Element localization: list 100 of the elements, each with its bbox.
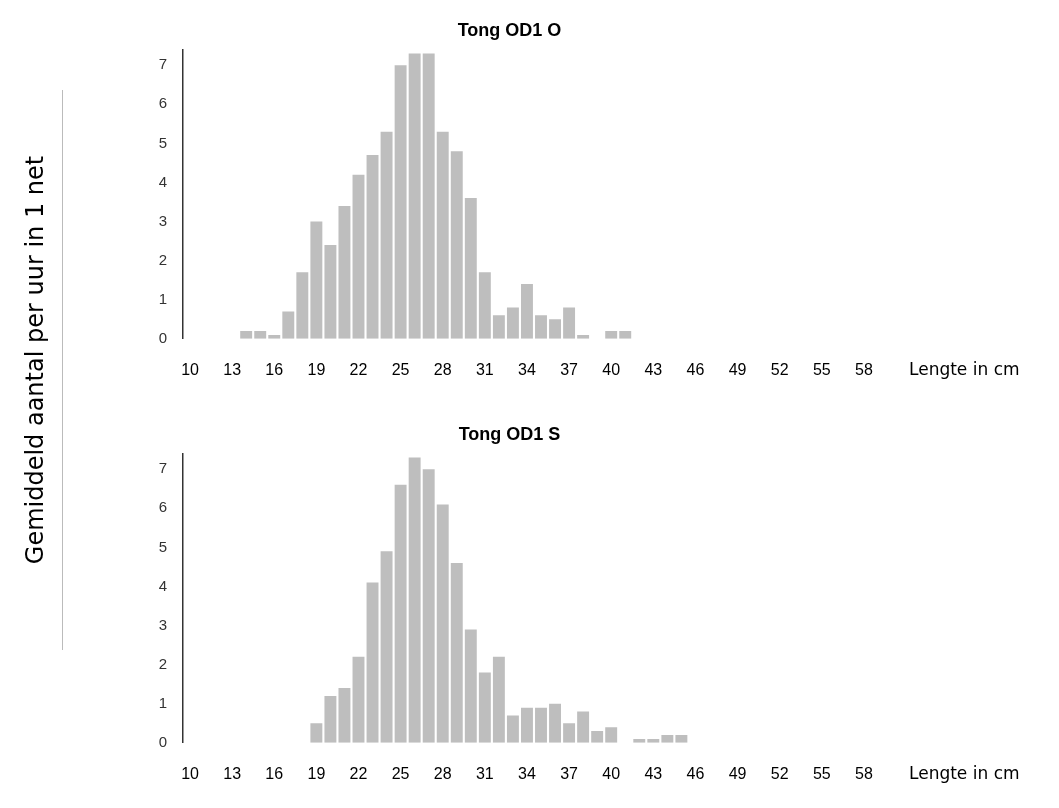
- bar: [422, 469, 435, 743]
- x-tick-label: 22: [349, 764, 368, 782]
- bar: [450, 563, 463, 743]
- y-tick-label: 5: [158, 133, 167, 151]
- y-tick-label: 0: [158, 732, 167, 750]
- x-tick-label: 25: [391, 360, 410, 378]
- y-tick-label: 2: [158, 654, 167, 672]
- x-tick-label: 49: [728, 360, 747, 378]
- x-tick-label: 37: [560, 360, 579, 378]
- bar: [296, 272, 309, 339]
- bar: [506, 307, 519, 339]
- bar: [366, 155, 379, 339]
- bar: [549, 319, 562, 339]
- y-tick-label: 4: [158, 172, 167, 190]
- x-tick-label: 10: [181, 360, 200, 378]
- bar: [535, 707, 547, 743]
- bar: [394, 65, 407, 339]
- y-tick-label: 5: [158, 537, 167, 555]
- bar: [675, 734, 688, 743]
- x-tick-label: 13: [223, 360, 242, 378]
- bar: [605, 727, 618, 743]
- bar: [520, 707, 533, 743]
- bar: [366, 582, 379, 743]
- x-tick-label: 25: [391, 764, 410, 782]
- bar: [324, 245, 337, 339]
- bar: [422, 53, 435, 339]
- bar: [282, 311, 295, 339]
- x-tick-label: 52: [770, 764, 789, 782]
- bar: [394, 484, 407, 743]
- x-tick-label: 37: [560, 764, 579, 782]
- bar: [492, 656, 505, 743]
- x-tick-label: 55: [812, 764, 831, 782]
- x-tick-label: 58: [855, 764, 873, 782]
- y-tick-label: 0: [158, 328, 167, 346]
- bar: [563, 723, 576, 743]
- x-tick-label: 31: [475, 764, 494, 782]
- bar: [563, 307, 576, 339]
- bar: [352, 174, 365, 339]
- x-tick-label: 34: [518, 360, 536, 378]
- bar: [408, 53, 421, 339]
- bar: [380, 131, 393, 339]
- y-tick-label: 6: [158, 94, 167, 112]
- x-axis-title: Lengte in cm: [909, 763, 1020, 784]
- y-tick-label: 2: [158, 250, 167, 268]
- bar: [254, 330, 267, 339]
- y-tick-label: 7: [158, 55, 167, 73]
- chart-title: Tong OD1 S: [458, 423, 561, 444]
- bar: [380, 551, 393, 743]
- y-tick-label: 3: [158, 211, 167, 229]
- x-tick-label: 43: [644, 360, 663, 378]
- bar: [338, 688, 351, 743]
- x-tick-label: 49: [728, 764, 747, 782]
- bar: [464, 629, 477, 743]
- x-tick-label: 28: [433, 360, 452, 378]
- x-tick-label: 43: [644, 764, 663, 782]
- y-tick-label: 6: [158, 498, 167, 516]
- x-tick-label: 31: [475, 360, 494, 378]
- x-tick-label: 19: [307, 764, 326, 782]
- bar: [535, 315, 547, 339]
- bar: [549, 703, 562, 743]
- bar: [240, 330, 253, 339]
- x-tick-label: 46: [686, 360, 705, 378]
- bar: [591, 731, 604, 743]
- x-tick-label: 16: [265, 360, 284, 378]
- bar: [605, 330, 618, 339]
- x-tick-label: 19: [307, 360, 326, 378]
- x-tick-label: 46: [686, 764, 705, 782]
- bar: [506, 715, 519, 743]
- x-tick-label: 40: [602, 360, 621, 378]
- bar: [436, 131, 449, 339]
- y-axis-title: Gemiddeld aantal per uur in 1 net: [20, 154, 50, 567]
- x-tick-label: 34: [518, 764, 536, 782]
- bar: [520, 284, 533, 339]
- bar: [310, 723, 323, 743]
- bar: [464, 198, 477, 339]
- bar: [478, 272, 491, 339]
- y-tick-label: 7: [158, 459, 167, 477]
- y-tick-label: 3: [158, 615, 167, 633]
- x-tick-label: 40: [602, 764, 621, 782]
- y-tick-label: 1: [158, 693, 167, 711]
- bar: [436, 504, 449, 743]
- bar: [338, 205, 351, 339]
- bar: [324, 695, 337, 743]
- x-tick-label: 52: [770, 360, 789, 378]
- bar: [619, 330, 632, 339]
- x-tick-label: 58: [855, 360, 873, 378]
- bar: [408, 457, 421, 743]
- x-tick-label: 10: [181, 764, 200, 782]
- bar: [661, 734, 674, 743]
- bar: [492, 315, 505, 339]
- x-tick-label: 22: [349, 360, 368, 378]
- y-tick-label: 1: [158, 289, 167, 307]
- bar: [478, 672, 491, 743]
- bar: [450, 151, 463, 339]
- y-tick-label: 4: [158, 576, 167, 594]
- x-tick-label: 16: [265, 764, 284, 782]
- bar: [352, 656, 365, 743]
- bar: [577, 711, 590, 743]
- chart-title: Tong OD1 O: [457, 19, 562, 40]
- bar: [310, 221, 323, 339]
